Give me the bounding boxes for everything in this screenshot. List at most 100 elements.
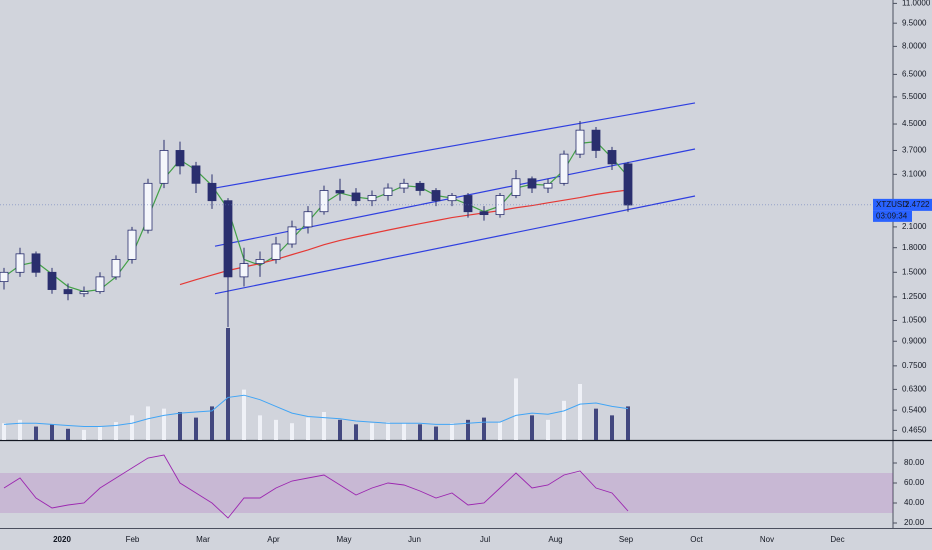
price-tick-label: 1.5000 bbox=[902, 267, 927, 276]
time-label: Sep bbox=[619, 535, 634, 544]
volume-bar bbox=[178, 412, 182, 440]
volume-bar bbox=[322, 412, 326, 440]
volume-bar bbox=[338, 419, 342, 440]
volume-bar bbox=[290, 423, 294, 440]
volume-bar bbox=[386, 422, 390, 440]
volume-bar bbox=[466, 419, 470, 440]
price-tick-label: 2.1000 bbox=[902, 222, 927, 231]
candle-body bbox=[543, 182, 553, 189]
candle-body bbox=[287, 226, 297, 245]
price-tick-label: 0.9000 bbox=[902, 336, 927, 345]
time-label: Oct bbox=[690, 535, 703, 544]
candle-body bbox=[175, 150, 185, 167]
time-label: Nov bbox=[760, 535, 774, 544]
volume-bar bbox=[370, 423, 374, 440]
volume-bar bbox=[482, 417, 486, 440]
candle-body bbox=[367, 195, 377, 202]
price-tick-label: 1.0500 bbox=[902, 316, 927, 325]
volume-bar bbox=[146, 406, 150, 440]
countdown-label: 03:09:34 bbox=[876, 211, 908, 220]
candle-body bbox=[335, 190, 345, 194]
time-label: Apr bbox=[267, 535, 280, 544]
candle-body bbox=[15, 253, 25, 273]
candle-body bbox=[255, 259, 265, 264]
time-label: Jul bbox=[480, 535, 490, 544]
volume-bar bbox=[562, 400, 566, 440]
candle-body bbox=[31, 253, 41, 273]
candle-body bbox=[447, 195, 457, 202]
candle-body bbox=[351, 192, 361, 202]
rsi-tick-label: 20.00 bbox=[904, 518, 925, 527]
candle-body bbox=[623, 163, 633, 206]
volume-bar bbox=[594, 408, 598, 440]
volume-bar bbox=[450, 423, 454, 440]
candle-body bbox=[511, 178, 521, 196]
time-label: May bbox=[336, 535, 351, 544]
volume-bar bbox=[2, 423, 6, 440]
time-label: Dec bbox=[830, 535, 844, 544]
volume-bar bbox=[418, 424, 422, 440]
candle-body bbox=[191, 165, 201, 184]
rsi-tick-label: 40.00 bbox=[904, 498, 925, 507]
volume-bar bbox=[226, 328, 230, 440]
price-tick-label: 1.8000 bbox=[902, 243, 927, 252]
volume-bar bbox=[194, 417, 198, 440]
candle-body bbox=[95, 276, 105, 293]
time-label: Aug bbox=[548, 535, 562, 544]
volume-bar bbox=[402, 423, 406, 440]
candle-body bbox=[239, 263, 249, 278]
countdown-tag bbox=[873, 210, 912, 222]
volume-bar bbox=[610, 415, 614, 440]
rsi-tick-label: 60.00 bbox=[904, 478, 925, 487]
candle-body bbox=[383, 187, 393, 196]
moving-average bbox=[3, 140, 629, 293]
price-tick-label: 9.5000 bbox=[902, 18, 927, 27]
candle-body bbox=[303, 211, 313, 228]
volume-bar bbox=[578, 384, 582, 440]
volume-ma bbox=[3, 394, 629, 428]
volume-bar bbox=[514, 378, 518, 440]
candle-body bbox=[431, 190, 441, 202]
candle-body bbox=[495, 195, 505, 216]
trendline bbox=[214, 102, 696, 189]
candle-body bbox=[463, 195, 473, 213]
price-tick-label: 3.1000 bbox=[902, 169, 927, 178]
candle-body bbox=[207, 182, 217, 202]
candle-body bbox=[47, 271, 57, 290]
price-tick-label: 0.7500 bbox=[902, 361, 927, 370]
symbol-label: XTZUSD bbox=[876, 200, 908, 209]
time-label: Mar bbox=[196, 535, 210, 544]
volume-bar bbox=[498, 422, 502, 440]
volume-bar bbox=[306, 417, 310, 440]
price-tick-label: 5.5000 bbox=[902, 92, 927, 101]
last-price-label: 2.4722 bbox=[905, 200, 930, 209]
volume-bar bbox=[354, 424, 358, 440]
candle-body bbox=[319, 190, 329, 213]
volume-bar bbox=[130, 415, 134, 440]
candle-body bbox=[527, 178, 537, 189]
price-tick-label: 11.0000 bbox=[902, 0, 931, 8]
price-tick-label: 0.5400 bbox=[902, 405, 927, 414]
volume-bar bbox=[18, 419, 22, 440]
volume-bar bbox=[242, 389, 246, 440]
candle-body bbox=[399, 182, 409, 189]
price-tick-label: 8.0000 bbox=[902, 41, 927, 50]
candle-body bbox=[159, 150, 169, 184]
volume-bar bbox=[114, 422, 118, 440]
price-tick-label: 0.4650 bbox=[902, 425, 927, 434]
volume-bar bbox=[162, 408, 166, 440]
candle-body bbox=[479, 211, 489, 216]
price-tick-label: 0.6300 bbox=[902, 384, 927, 393]
trendline bbox=[214, 195, 696, 295]
rsi-tick-label: 80.00 bbox=[904, 458, 925, 467]
candle-body bbox=[143, 182, 153, 231]
volume-bar bbox=[210, 406, 214, 440]
volume-bar bbox=[258, 415, 262, 440]
candle-body bbox=[127, 229, 137, 260]
volume-bar bbox=[274, 419, 278, 440]
volume-bar bbox=[530, 415, 534, 440]
price-tag bbox=[873, 198, 932, 211]
candle-body bbox=[271, 243, 281, 260]
